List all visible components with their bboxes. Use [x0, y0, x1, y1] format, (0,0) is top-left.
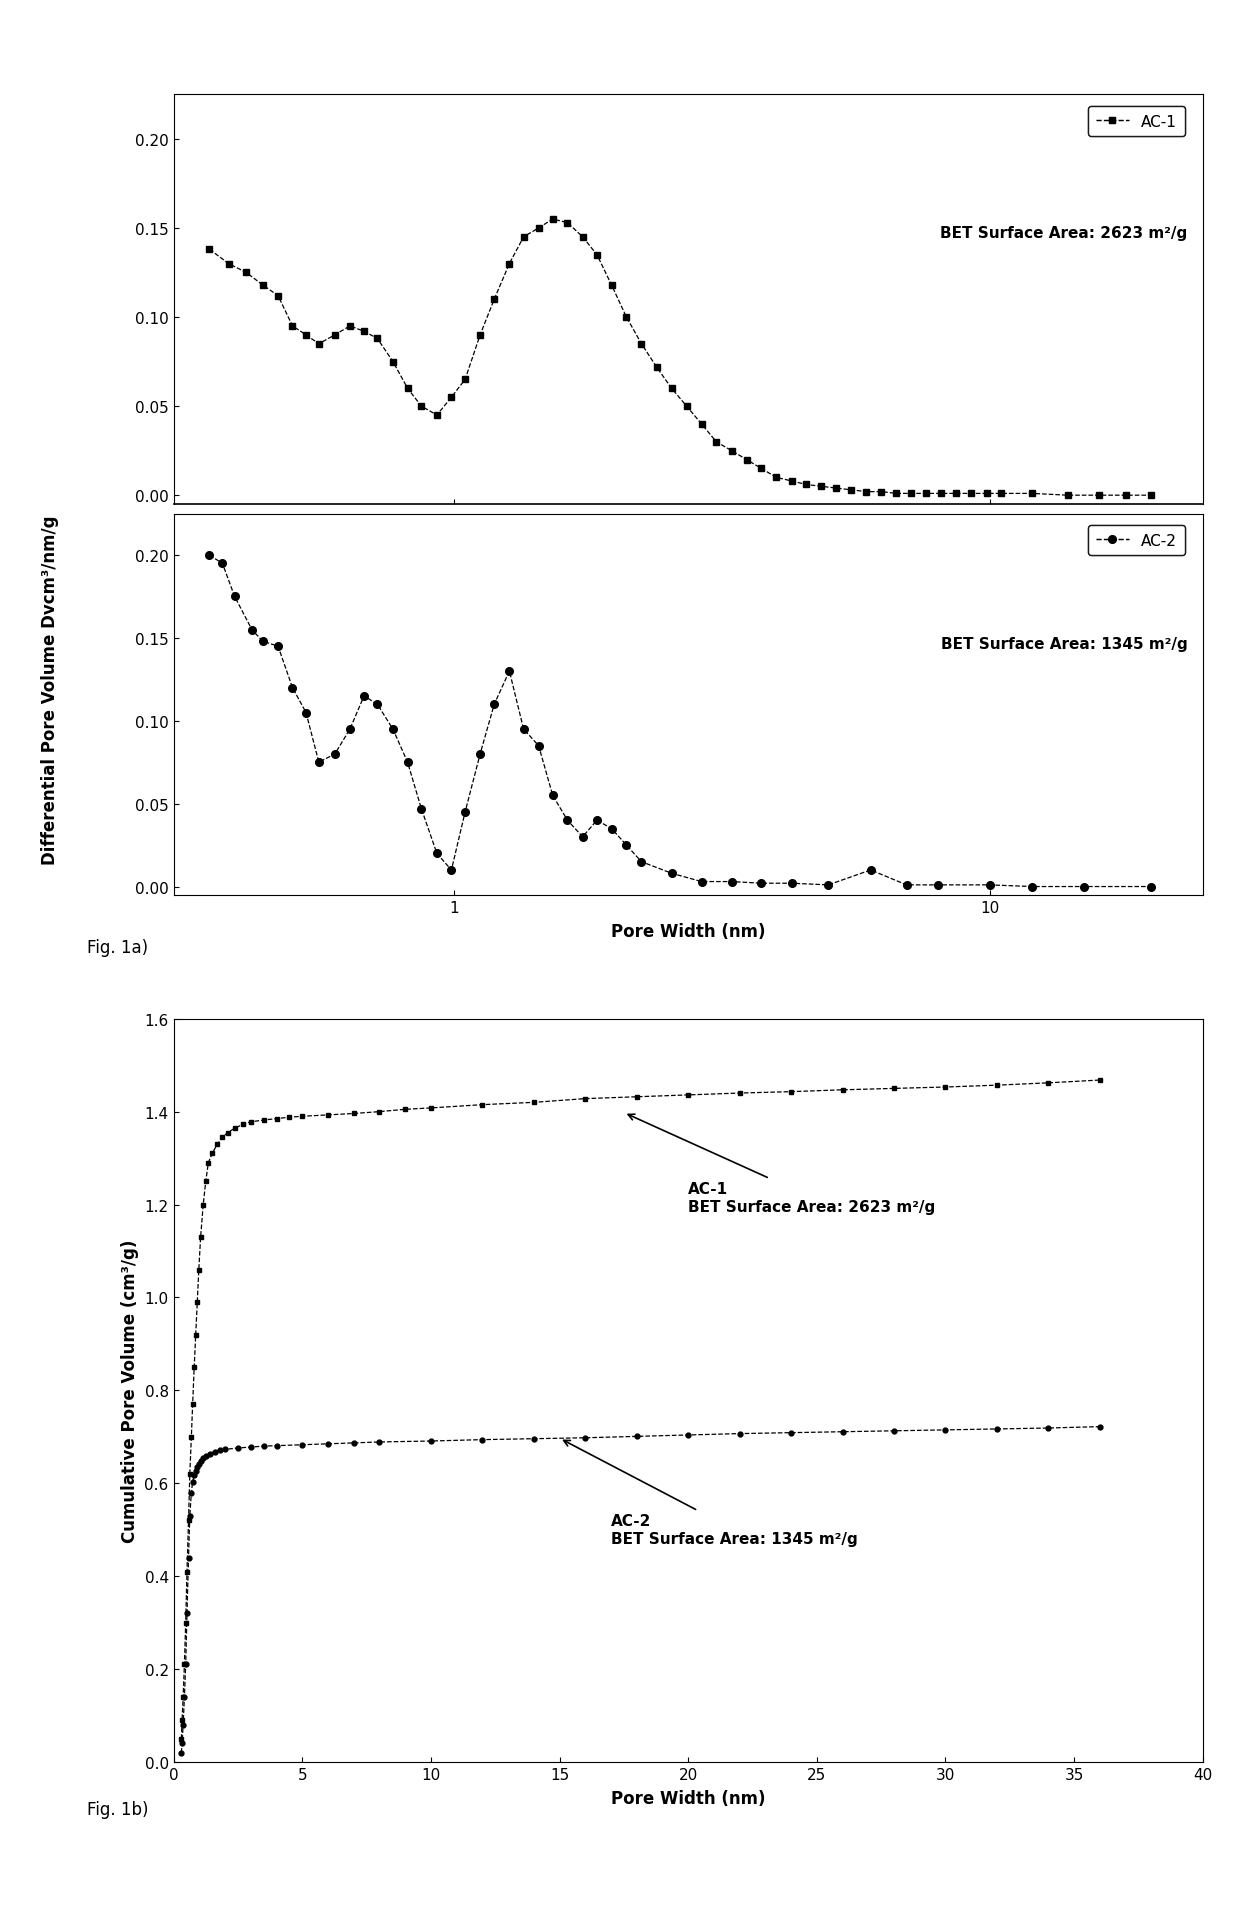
Text: Fig. 1a): Fig. 1a) — [87, 939, 148, 956]
Text: AC-1
BET Surface Area: 2623 m²/g: AC-1 BET Surface Area: 2623 m²/g — [629, 1114, 935, 1213]
Text: AC-2
BET Surface Area: 1345 m²/g: AC-2 BET Surface Area: 1345 m²/g — [564, 1440, 858, 1547]
Legend: AC-1: AC-1 — [1087, 107, 1185, 137]
Text: Fig. 1b): Fig. 1b) — [87, 1800, 149, 1817]
X-axis label: Pore Width (nm): Pore Width (nm) — [611, 1789, 765, 1808]
Text: Differential Pore Volume Dvcm³/nm/g: Differential Pore Volume Dvcm³/nm/g — [41, 514, 58, 865]
Text: BET Surface Area: 2623 m²/g: BET Surface Area: 2623 m²/g — [940, 227, 1188, 242]
Legend: AC-2: AC-2 — [1087, 526, 1185, 556]
Text: BET Surface Area: 1345 m²/g: BET Surface Area: 1345 m²/g — [941, 636, 1188, 652]
Y-axis label: Cumulative Pore Volume (cm³/g): Cumulative Pore Volume (cm³/g) — [122, 1238, 139, 1543]
X-axis label: Pore Width (nm): Pore Width (nm) — [611, 922, 765, 941]
